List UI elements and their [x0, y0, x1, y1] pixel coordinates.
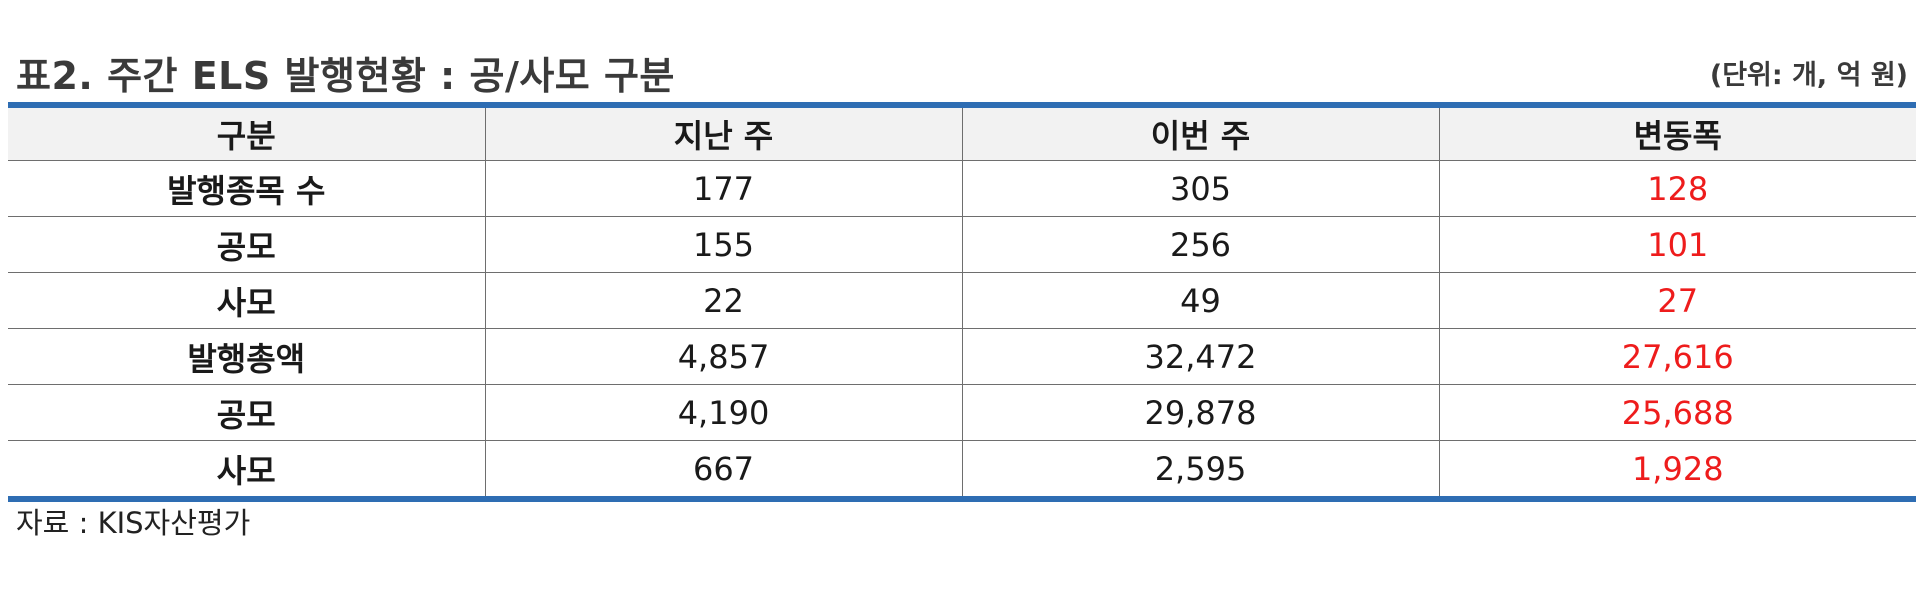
table-row: 사모 667 2,595 1,928 [8, 440, 1916, 496]
header-change: 변동폭 [1438, 108, 1916, 161]
cell-last-week: 22 [484, 272, 962, 329]
table-row: 발행총액 4,857 32,472 27,616 [8, 328, 1916, 385]
cell-change: 27 [1438, 272, 1916, 329]
cell-last-week: 155 [484, 216, 962, 273]
cell-change: 25,688 [1438, 384, 1916, 441]
table-header-row: 구분 지난 주 이번 주 변동폭 [8, 108, 1916, 161]
cell-this-week: 2,595 [961, 440, 1439, 496]
header-category: 구분 [8, 108, 485, 161]
cell-this-week: 49 [961, 272, 1439, 329]
cell-change: 101 [1438, 216, 1916, 273]
cell-last-week: 4,190 [484, 384, 962, 441]
row-label: 사모 [216, 451, 276, 490]
title-row: 표2. 주간 ELS 발행현황 : 공/사모 구분 (단위: 개, 억 원) [16, 44, 1908, 100]
row-label: 공모 [8, 216, 485, 273]
els-issuance-table: 구분 지난 주 이번 주 변동폭 발행종목 수 177 305 128 공모 1… [8, 108, 1916, 496]
header-last-week: 지난 주 [484, 108, 962, 161]
cell-this-week: 305 [961, 160, 1439, 217]
table-row: 공모 155 256 101 [8, 216, 1916, 273]
els-issuance-table-container: 구분 지난 주 이번 주 변동폭 발행종목 수 177 305 128 공모 1… [8, 102, 1916, 502]
row-label: 사모 [8, 272, 485, 329]
header-this-week: 이번 주 [961, 108, 1439, 161]
table-row: 공모 4,190 29,878 25,688 [8, 384, 1916, 441]
cell-this-week: 29,878 [961, 384, 1439, 441]
table-row: 사모 22 49 27 [8, 272, 1916, 329]
row-label: 발행종목 수 [8, 160, 485, 217]
cell-change: 27,616 [1438, 328, 1916, 385]
cell-last-week: 667 [484, 440, 962, 496]
table-title: 표2. 주간 ELS 발행현황 : 공/사모 구분 [16, 53, 675, 98]
row-label: 공모 [8, 384, 485, 441]
cell-change: 1,928 [1438, 440, 1916, 496]
cell-last-week: 177 [484, 160, 962, 217]
source-note: 자료 : KIS자산평가 [16, 506, 251, 540]
table-row: 발행종목 수 177 305 128 [8, 160, 1916, 217]
cell-change: 128 [1438, 160, 1916, 217]
cell-this-week: 256 [961, 216, 1439, 273]
unit-note: (단위: 개, 억 원) [1709, 59, 1908, 91]
cell-this-week: 32,472 [961, 328, 1439, 385]
cell-last-week: 4,857 [484, 328, 962, 385]
row-label: 발행총액 [8, 328, 485, 385]
